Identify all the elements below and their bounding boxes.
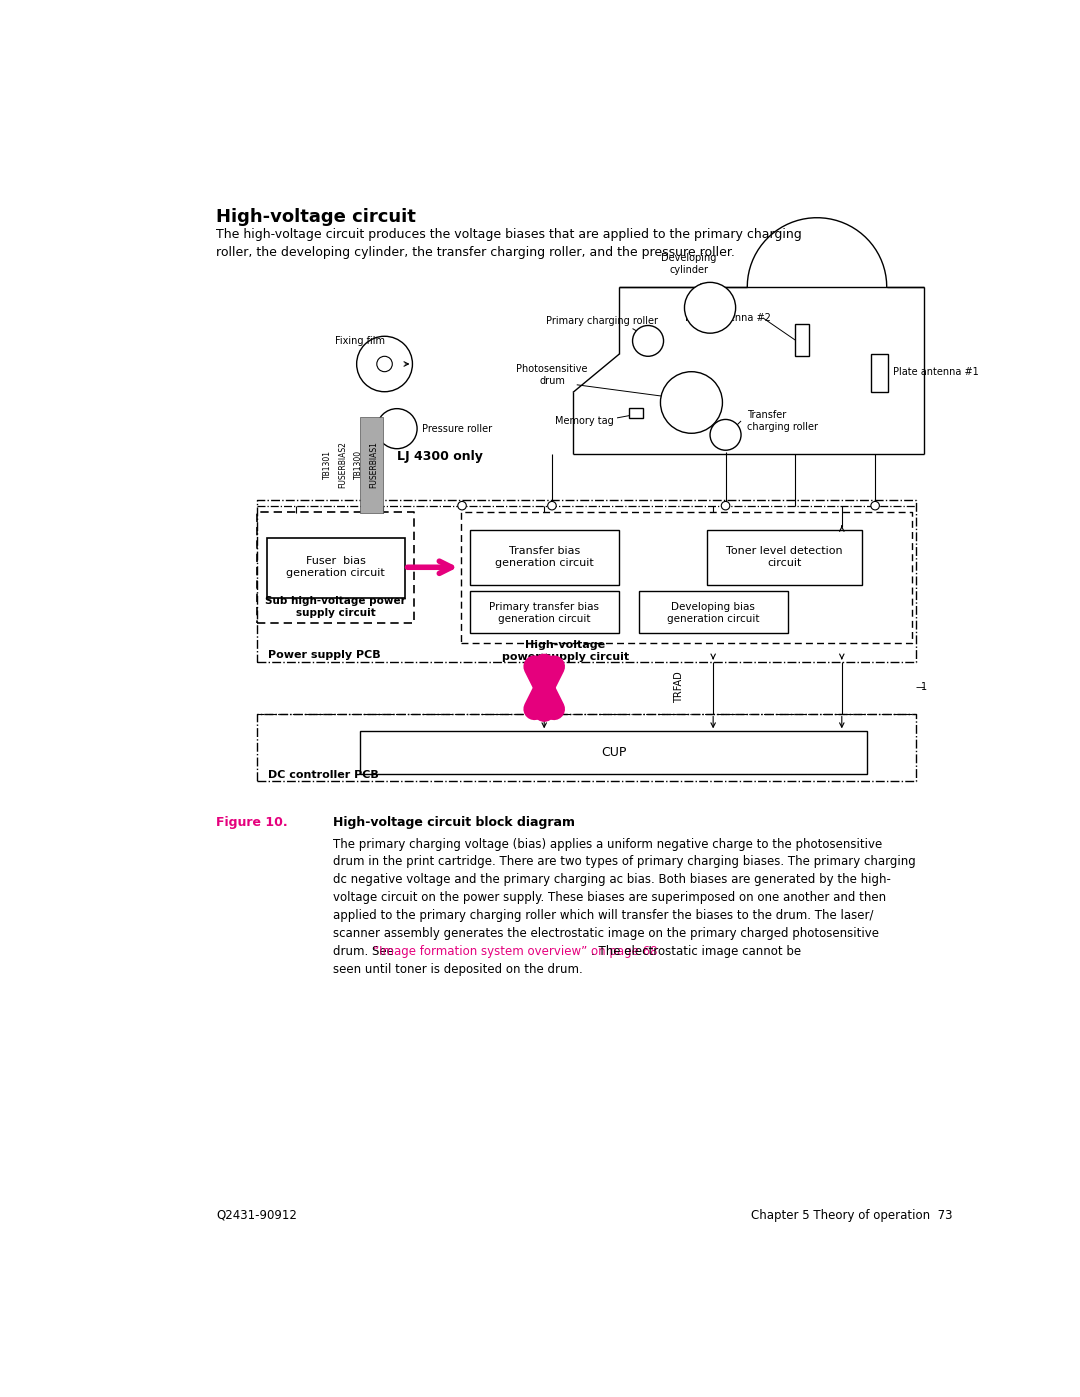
Text: Figure 10.: Figure 10. (216, 816, 288, 828)
Bar (470, 529, 619, 585)
Text: TB1300: TB1300 (354, 450, 363, 479)
Text: Toner level detection
circuit: Toner level detection circuit (726, 546, 842, 569)
Text: Sub high-voltage power
supply circuit: Sub high-voltage power supply circuit (266, 597, 406, 617)
Text: voltage circuit on the power supply. These biases are superimposed on one anothe: voltage circuit on the power supply. The… (333, 891, 886, 904)
Text: LJ 4300 only: LJ 4300 only (397, 450, 483, 462)
Text: Fuser  bias
generation circuit: Fuser bias generation circuit (286, 556, 386, 578)
Text: CUP: CUP (602, 746, 626, 759)
Text: Plate antenna #1: Plate antenna #1 (893, 366, 978, 377)
Text: 1: 1 (921, 682, 927, 693)
Text: Primary transfer bias
generation circuit: Primary transfer bias generation circuit (489, 602, 599, 623)
Bar (360, 731, 867, 774)
Bar (872, 353, 889, 393)
Text: TB1301: TB1301 (323, 450, 332, 479)
Text: DC controller PCB: DC controller PCB (268, 770, 379, 780)
Circle shape (710, 419, 741, 450)
Text: Chapter 5 Theory of operation  73: Chapter 5 Theory of operation 73 (751, 1208, 953, 1222)
Circle shape (458, 502, 467, 510)
Text: The primary charging voltage (bias) applies a uniform negative charge to the pho: The primary charging voltage (bias) appl… (333, 838, 882, 851)
Circle shape (356, 337, 413, 391)
Text: applied to the primary charging roller which will transfer the biases to the dru: applied to the primary charging roller w… (333, 909, 873, 922)
Bar (360, 418, 383, 513)
Text: High-voltage circuit block diagram: High-voltage circuit block diagram (333, 816, 575, 828)
Text: drum. See: drum. See (333, 944, 397, 958)
Text: FUSERBIAS2: FUSERBIAS2 (338, 440, 347, 488)
Text: High-voltage
power supply circuit: High-voltage power supply circuit (501, 640, 629, 662)
Text: FUSERBIAS1: FUSERBIAS1 (369, 440, 378, 488)
Text: Memory tag: Memory tag (555, 416, 613, 426)
Text: Primary charging roller: Primary charging roller (545, 316, 658, 326)
Text: Developing
cylinder: Developing cylinder (661, 253, 717, 275)
Circle shape (721, 502, 730, 510)
Text: Transfer
charging roller: Transfer charging roller (747, 411, 819, 432)
Circle shape (548, 502, 556, 510)
Text: dc negative voltage and the primary charging ac bias. Both biases are generated : dc negative voltage and the primary char… (333, 873, 891, 886)
Text: Photosensitive
drum: Photosensitive drum (516, 365, 588, 386)
Circle shape (377, 356, 392, 372)
Bar (707, 529, 862, 585)
Bar (638, 591, 787, 633)
Bar (630, 408, 643, 418)
Text: Developing bias
generation circuit: Developing bias generation circuit (667, 602, 759, 623)
Text: drum in the print cartridge. There are two types of primary charging biases. The: drum in the print cartridge. There are t… (333, 855, 916, 869)
Text: TRFAD: TRFAD (674, 672, 684, 703)
Circle shape (661, 372, 723, 433)
Text: scanner assembly generates the electrostatic image on the primary charged photos: scanner assembly generates the electrost… (333, 926, 879, 940)
Bar (267, 538, 405, 598)
Text: seen until toner is deposited on the drum.: seen until toner is deposited on the dru… (333, 963, 582, 975)
Circle shape (685, 282, 735, 334)
Circle shape (870, 502, 879, 510)
Circle shape (633, 326, 663, 356)
Text: Power supply PCB: Power supply PCB (268, 650, 381, 659)
Text: The high-voltage circuit produces the voltage biases that are applied to the pri: The high-voltage circuit produces the vo… (216, 229, 802, 260)
Text: “Image formation system overview” on page 68: “Image formation system overview” on pag… (373, 944, 658, 958)
Text: Plate antenna #2: Plate antenna #2 (685, 313, 771, 323)
Text: . The electrostatic image cannot be: . The electrostatic image cannot be (592, 944, 801, 958)
Bar (470, 591, 619, 633)
Text: High-voltage circuit: High-voltage circuit (216, 208, 416, 226)
Text: Pressure roller: Pressure roller (422, 423, 491, 433)
Text: Q2431-90912: Q2431-90912 (216, 1208, 297, 1222)
Circle shape (377, 409, 417, 448)
Text: Fixing film: Fixing film (335, 335, 384, 346)
Text: Transfer bias
generation circuit: Transfer bias generation circuit (495, 546, 594, 569)
Bar (795, 324, 809, 356)
